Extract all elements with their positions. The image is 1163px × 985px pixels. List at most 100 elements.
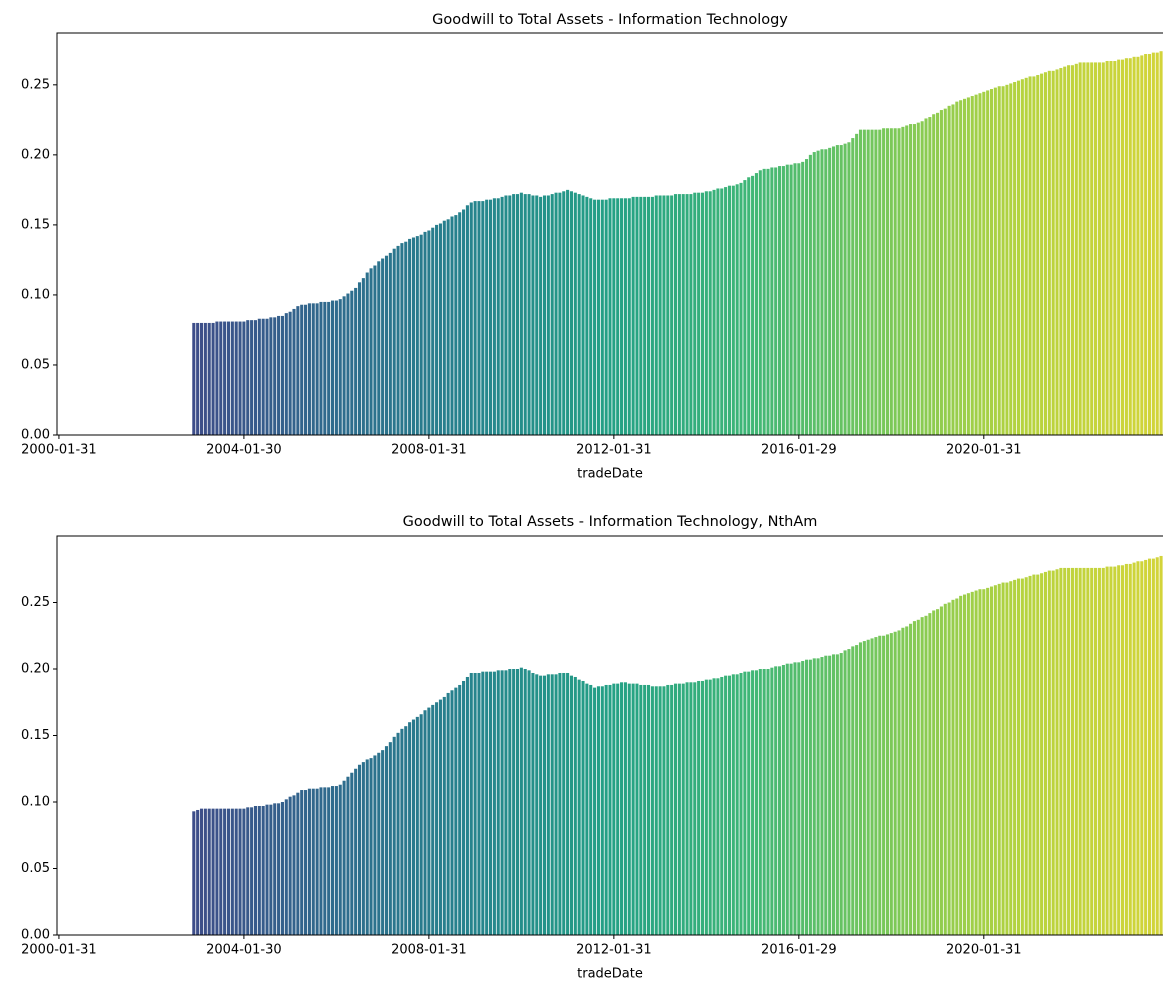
- bar: [897, 128, 901, 436]
- bar: [253, 805, 258, 935]
- bar: [993, 585, 997, 935]
- bar: [450, 690, 454, 935]
- bar: [330, 300, 335, 435]
- bar: [1040, 573, 1044, 935]
- bar: [531, 672, 535, 935]
- bar: [500, 196, 504, 435]
- bar: [654, 195, 658, 435]
- bar: [253, 320, 258, 435]
- bar: [1059, 567, 1063, 935]
- bar: [658, 195, 662, 435]
- bar: [593, 199, 597, 435]
- bar: [589, 684, 593, 935]
- bar: [577, 194, 581, 435]
- bar: [334, 786, 338, 935]
- bar: [469, 202, 473, 435]
- bar: [1051, 70, 1055, 435]
- bar: [905, 626, 909, 935]
- bar: [646, 196, 651, 435]
- bar: [346, 776, 350, 935]
- bar: [234, 321, 238, 435]
- bar: [966, 97, 970, 435]
- bar: [226, 321, 231, 435]
- bar: [569, 191, 574, 435]
- bar: [535, 674, 539, 935]
- bar: [550, 674, 554, 935]
- bar: [573, 192, 577, 435]
- bar: [936, 609, 940, 935]
- bar: [735, 674, 739, 935]
- bar: [273, 317, 277, 435]
- bar: [793, 163, 797, 435]
- bar: [431, 227, 435, 435]
- bar: [357, 282, 362, 435]
- bar: [319, 787, 323, 935]
- bar: [396, 245, 400, 435]
- bar: [488, 671, 493, 935]
- bar: [554, 674, 558, 935]
- bar: [1059, 68, 1063, 435]
- y-tick-label: 0.00: [21, 928, 50, 943]
- bar: [211, 322, 215, 435]
- bar: [304, 304, 308, 435]
- bar: [1097, 62, 1101, 435]
- bar: [620, 682, 624, 935]
- bar: [539, 675, 543, 935]
- bar: [381, 750, 385, 935]
- bar: [643, 196, 647, 435]
- bar: [839, 653, 843, 935]
- bar: [997, 583, 1001, 935]
- bar: [311, 303, 315, 435]
- bar: [650, 686, 654, 935]
- bar: [462, 680, 466, 935]
- bar: [851, 138, 855, 436]
- bar: [870, 129, 874, 436]
- bar: [342, 296, 346, 435]
- bar: [1159, 555, 1163, 935]
- bar: [512, 669, 516, 935]
- bar: [365, 759, 369, 935]
- bar: [1109, 61, 1113, 435]
- bar: [874, 637, 878, 935]
- bar: [604, 684, 608, 935]
- bar: [246, 807, 250, 935]
- bar: [277, 315, 281, 435]
- bar: [585, 196, 589, 435]
- bar: [912, 621, 916, 935]
- bar: [970, 96, 974, 435]
- x-axis-label: tradeDate: [577, 967, 643, 982]
- bar: [882, 128, 886, 436]
- bar: [596, 686, 600, 935]
- bar: [438, 223, 442, 435]
- bar: [404, 726, 408, 935]
- bar: [230, 808, 234, 935]
- bar: [743, 671, 747, 935]
- bar: [720, 676, 724, 935]
- bar: [342, 780, 346, 935]
- bar: [338, 784, 342, 935]
- bar: [307, 303, 311, 435]
- bar: [515, 669, 520, 935]
- bar: [808, 659, 812, 935]
- bar: [851, 646, 855, 935]
- x-tick-label: 2016-01-29: [761, 943, 837, 958]
- bar: [801, 161, 805, 435]
- bar: [662, 195, 666, 435]
- bar: [338, 299, 342, 435]
- bar: [1067, 567, 1071, 935]
- bar: [681, 683, 685, 935]
- bar: [1043, 72, 1048, 435]
- bar: [774, 167, 778, 435]
- bar: [1074, 567, 1078, 935]
- bar: [1147, 54, 1152, 436]
- bar: [411, 719, 416, 935]
- bar: [623, 198, 627, 435]
- bar: [1090, 567, 1094, 935]
- bar: [1151, 558, 1155, 935]
- bar: [789, 663, 793, 935]
- bar: [215, 808, 219, 935]
- bar: [392, 248, 396, 435]
- x-tick-label: 2012-01-31: [576, 443, 652, 458]
- bar: [646, 684, 651, 935]
- bar: [673, 194, 678, 435]
